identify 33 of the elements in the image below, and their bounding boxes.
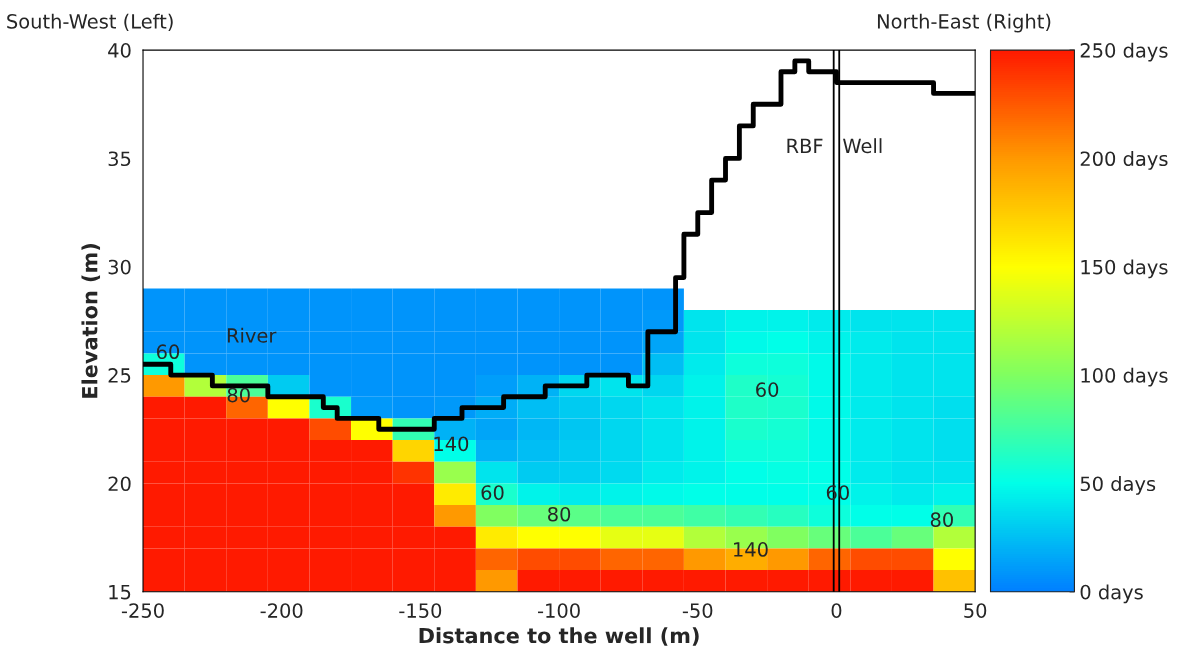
annotation: 60 [756,382,779,397]
x-tick-label: -150 [399,603,442,618]
y-tick-label: 40 [108,43,131,58]
x-tick-label: -250 [121,603,164,618]
annotation: 80 [548,506,571,522]
x-tick-label: -100 [537,603,580,618]
color-bar-label: 50 days [1080,476,1156,495]
annotation: Well [843,138,882,154]
y-tick-label: 25 [108,368,131,383]
text: South-West (Left) [7,13,173,31]
y-tick-label: 35 [108,151,131,167]
y-tick-label: 15 [109,584,131,600]
annotation: 60 [156,344,180,360]
annotation: RBF [787,138,823,153]
annotation: 60 [481,485,504,500]
x-tick-label: 0 [831,603,842,618]
y-tick-label: 20 [108,476,131,492]
color-bar-label: 150 days [1081,259,1168,279]
annotation: River [227,327,277,343]
annotation: 80 [930,512,953,527]
annotation: 140 [434,436,469,452]
color-bar-label: 0 days [1080,584,1143,604]
x-tick-label: 50 [964,603,987,618]
x-tick-label: -50 [682,603,713,618]
text: North-East (Right) [877,13,1051,33]
annotation: 140 [734,542,768,557]
color-bar-label: 250 days [1080,42,1168,62]
y-axis-title: Elevation (m) [81,244,101,398]
y-tick-label: 30 [108,259,131,275]
x-axis-title: Distance to the well (m) [419,627,699,646]
color-bar-label: 200 days [1080,151,1168,170]
x-tick-label: -200 [260,603,303,618]
color-bar-label: 100 days [1081,367,1168,387]
